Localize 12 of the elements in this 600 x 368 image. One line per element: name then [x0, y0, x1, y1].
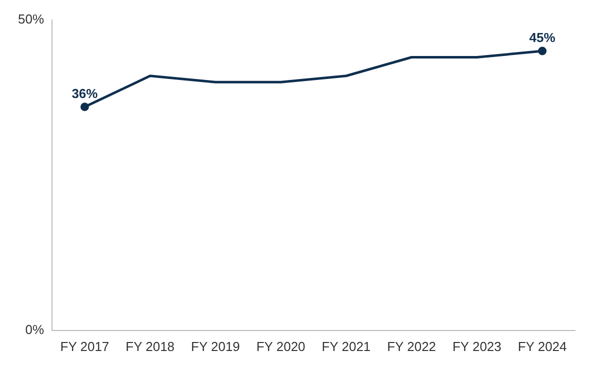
x-tick-label: FY 2023 [452, 338, 502, 354]
x-tick-label: FY 2018 [126, 338, 175, 354]
data-label: 45% [529, 30, 556, 46]
x-tick-label: FY 2017 [60, 338, 110, 354]
y-tick-label: 50% [18, 12, 44, 27]
x-tick-label: FY 2019 [190, 338, 240, 354]
x-tick-label: FY 2021 [322, 338, 371, 354]
x-tick-label: FY 2024 [518, 338, 567, 354]
y-tick-label: 0% [25, 322, 44, 337]
x-tick-label: FY 2022 [387, 338, 436, 354]
x-tick-label: FY 2020 [256, 338, 306, 354]
data-label: 36% [72, 86, 98, 101]
